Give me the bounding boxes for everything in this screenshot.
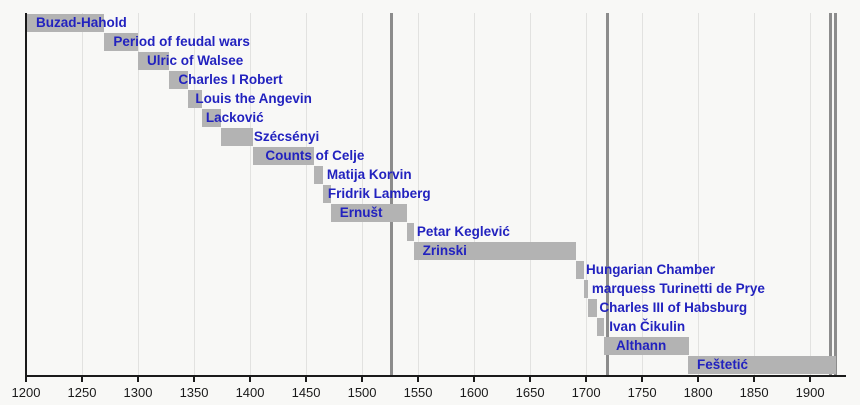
- gridline-1850: [754, 13, 756, 375]
- timeline-bar: [26, 13, 105, 32]
- axis-tick-1850: [753, 377, 756, 382]
- timeline-bar-label: Zrinski: [422, 243, 467, 259]
- timeline-bar: [597, 318, 605, 337]
- axis-tick-1650: [529, 377, 532, 382]
- axis-tick-label: 1250: [67, 385, 97, 400]
- event-line-1918: [828, 13, 832, 375]
- gridline-1600: [474, 13, 476, 375]
- timeline-bar: [406, 223, 414, 242]
- axis-tick-label: 1600: [459, 385, 489, 400]
- axis-tick-1350: [193, 377, 196, 382]
- axis-tick-label: 1750: [627, 385, 657, 400]
- gridline-1450: [306, 13, 308, 375]
- event-line-1923: [834, 13, 838, 375]
- axis-tick-label: 1500: [347, 385, 377, 400]
- axis-tick-1750: [641, 377, 644, 382]
- timeline-bar: [313, 165, 323, 184]
- axis-tick-label: 1300: [123, 385, 153, 400]
- timeline-bar: [104, 32, 138, 51]
- timeline-bar: [220, 127, 254, 146]
- axis-tick-1250: [81, 377, 83, 382]
- axis-tick-label: 1550: [403, 385, 433, 400]
- axis-tick-label: 1200: [11, 385, 41, 400]
- event-line-1719: [605, 13, 609, 375]
- gridline-1400: [250, 13, 252, 375]
- axis-tick-label: 1350: [179, 385, 209, 400]
- timeline-bar-label: Petar Keglević: [416, 224, 510, 240]
- timeline-bar: [588, 299, 598, 318]
- timeline-bar: [253, 146, 314, 165]
- axis-tick-label: 1700: [571, 385, 601, 400]
- timeline-bar: [138, 51, 170, 70]
- timeline-bar: [188, 89, 202, 108]
- axis-tick-1550: [417, 377, 420, 382]
- timeline-bar: [604, 337, 690, 356]
- axis-tick-1200: [25, 377, 27, 382]
- timeline-bar: [322, 184, 331, 203]
- timeline-bar-label: Ernušt: [339, 205, 383, 220]
- gridline-1800: [698, 13, 700, 375]
- axis-tick-1900: [809, 377, 812, 382]
- timeline-bar-label: Charles III of Habsburg: [599, 300, 748, 316]
- gridline-1550: [418, 13, 420, 375]
- gridline-1250: [82, 13, 83, 375]
- axis-tick-label: 1900: [795, 385, 825, 400]
- timeline-bar: [330, 204, 407, 222]
- timeline-bar-label: Fridrik Lamberg: [327, 185, 431, 201]
- axis-tick-1700: [585, 377, 588, 382]
- timeline-bar-label: Louis the Angevin: [195, 90, 312, 106]
- timeline-bar-label: Szécsényi: [253, 128, 320, 144]
- timeline-bar: [413, 242, 577, 261]
- axis-tick-label: 1800: [683, 385, 713, 400]
- timeline-bar-label: Ulric of Walsee: [147, 52, 244, 68]
- timeline-bar: [169, 70, 189, 89]
- timeline-bar-label: Ivan Čikulin: [609, 319, 686, 335]
- timeline-bar-label: Buzad-Hahold: [36, 14, 127, 30]
- timeline-bar: [576, 261, 584, 280]
- axis-tick-label: 1850: [739, 385, 769, 400]
- axis-tick-label: 1450: [291, 385, 321, 400]
- axis-tick-1600: [473, 377, 476, 382]
- timeline-bar-label: marquess Turinetti de Prye: [591, 281, 765, 297]
- gridline-1300: [138, 13, 140, 375]
- gridline-1750: [642, 13, 644, 375]
- axis-tick-1400: [249, 377, 252, 382]
- gridline-1700: [586, 13, 588, 375]
- gridline-1650: [530, 13, 532, 375]
- timeline-bar: [583, 280, 589, 299]
- timeline-bar: [201, 108, 221, 127]
- axis-tick-label: 1650: [515, 385, 545, 400]
- timeline-bar-label: Feštetić: [697, 357, 749, 373]
- y-axis-line: [25, 13, 27, 377]
- timeline-bar-label: Matija Korvin: [326, 166, 412, 182]
- axis-tick-1300: [137, 377, 140, 382]
- axis-tick-1500: [361, 377, 364, 382]
- timeline-bar-label: Hungarian Chamber: [586, 262, 716, 278]
- axis-tick-1450: [305, 377, 308, 382]
- gridline-1900: [810, 13, 812, 375]
- timeline-bar-label: Charles I Robert: [178, 71, 283, 87]
- gridline-1500: [362, 13, 364, 375]
- timeline-bar-label: Lacković: [205, 109, 264, 125]
- timeline-bar-label: Counts of Celje: [265, 147, 365, 163]
- timeline-bar-label: Althann: [616, 338, 667, 354]
- timeline-bar-label: Period of feudal wars: [113, 33, 250, 49]
- x-axis-line: [25, 375, 846, 377]
- timeline-bar: [688, 356, 836, 375]
- axis-tick-label: 1400: [235, 385, 265, 400]
- event-line-1526: [389, 13, 393, 375]
- gridline-1350: [194, 13, 196, 375]
- axis-tick-1800: [697, 377, 700, 382]
